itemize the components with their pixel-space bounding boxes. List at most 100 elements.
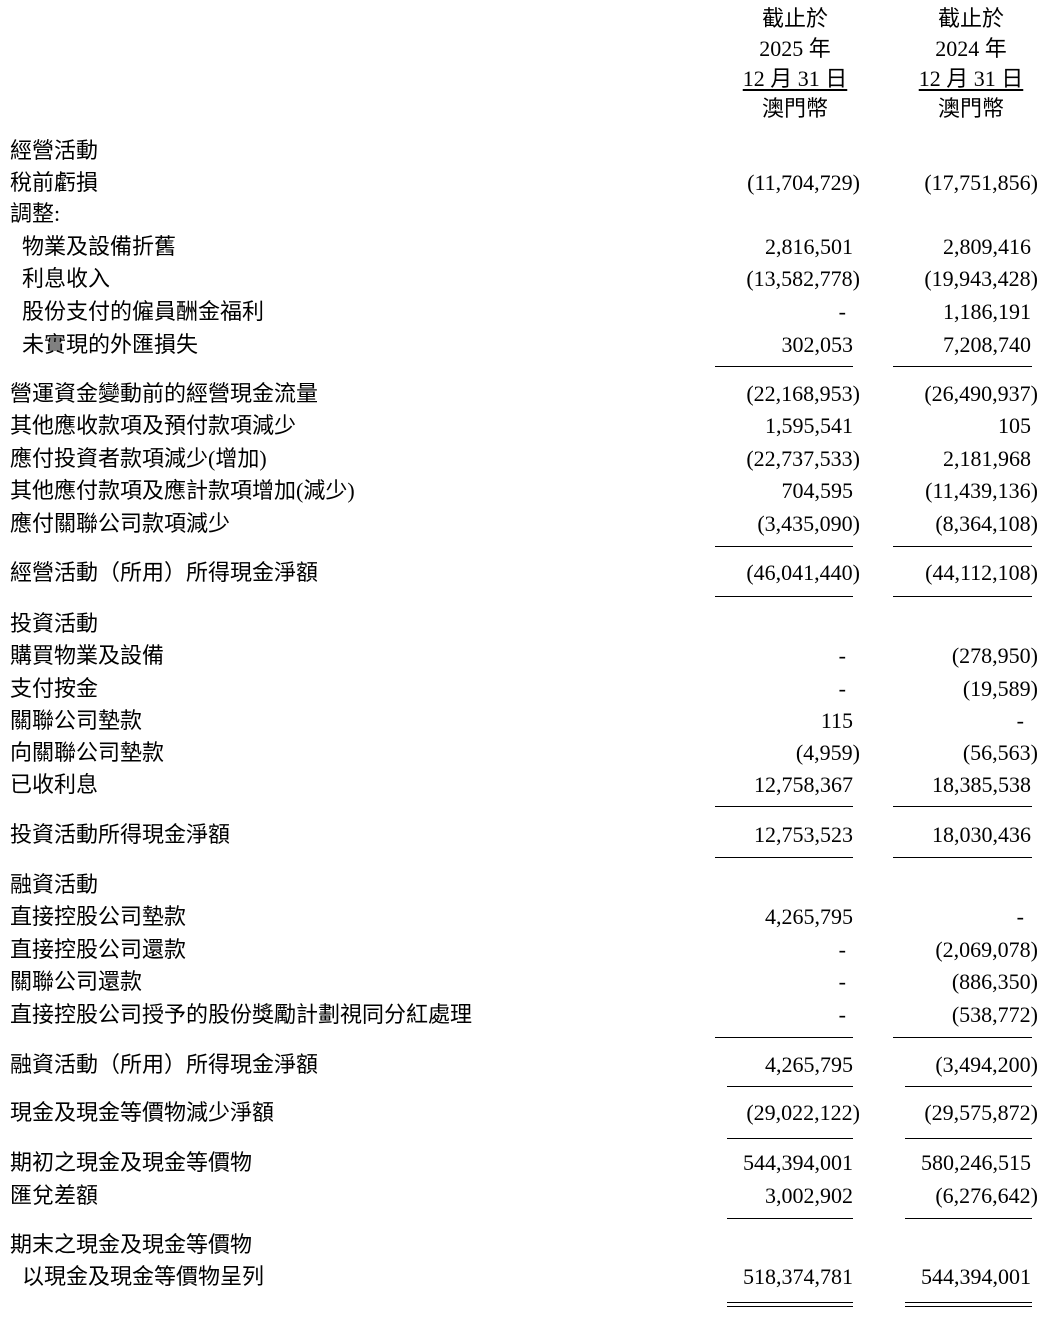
value-2025: - bbox=[838, 937, 846, 962]
row-label: 直接控股公司還款 bbox=[10, 937, 187, 962]
total-rule bbox=[715, 366, 853, 367]
total-rule bbox=[905, 1306, 1032, 1307]
total-rule bbox=[893, 857, 1032, 858]
total-rule bbox=[727, 1306, 853, 1307]
row-label: 其他應收款項及預付款項減少 bbox=[10, 413, 297, 438]
value-2025: 2,816,501 bbox=[765, 234, 853, 259]
total-rule bbox=[905, 1218, 1032, 1219]
value-2024: (2,069,078) bbox=[935, 937, 1038, 962]
header-year: 2025 年 bbox=[759, 36, 831, 61]
column-header-2024: 截止於 2024 年 12 月 31 日 澳門幣 bbox=[891, 4, 1042, 124]
total-rule bbox=[893, 1037, 1032, 1038]
row-label: 稅前虧損 bbox=[10, 170, 99, 195]
row-label: 營運資金變動前的經營現金流量 bbox=[10, 381, 319, 406]
value-2025: 302,053 bbox=[781, 332, 854, 357]
value-2025: 704,595 bbox=[781, 478, 854, 503]
row-label: 期初之現金及現金等價物 bbox=[10, 1150, 253, 1175]
value-2025: 1,595,541 bbox=[765, 413, 853, 438]
row-label: 其他應付款項及應計款項增加(減少) bbox=[10, 478, 355, 503]
value-2025: (22,168,953) bbox=[746, 381, 860, 406]
total-rule bbox=[715, 546, 853, 547]
row-label: 直接控股公司授予的股份獎勵計劃視同分紅處理 bbox=[10, 1002, 473, 1027]
header-year: 2024 年 bbox=[935, 36, 1007, 61]
value-2024: 7,208,740 bbox=[943, 332, 1031, 357]
row-label: 物業及設備折舊 bbox=[22, 234, 177, 259]
value-2024: (278,950) bbox=[951, 643, 1038, 668]
total-rule bbox=[893, 366, 1032, 367]
total-rule bbox=[727, 1086, 853, 1087]
value-2024: (11,439,136) bbox=[925, 478, 1038, 503]
value-2024: 105 bbox=[998, 413, 1031, 438]
row-label: 應付關聯公司款項減少 bbox=[10, 511, 231, 536]
column-header-2025: 截止於 2025 年 12 月 31 日 澳門幣 bbox=[715, 4, 875, 124]
value-2025: 518,374,781 bbox=[743, 1264, 853, 1289]
header-currency: 澳門幣 bbox=[937, 96, 1004, 121]
value-2025: - bbox=[838, 299, 846, 324]
row-label: 已收利息 bbox=[10, 772, 99, 797]
total-rule bbox=[905, 1138, 1032, 1139]
total-rule bbox=[727, 1138, 853, 1139]
value-2025: 544,394,001 bbox=[743, 1150, 853, 1175]
value-2025: (22,737,533) bbox=[746, 446, 860, 471]
value-2025: (46,041,440) bbox=[746, 560, 860, 585]
value-2025: 115 bbox=[820, 708, 853, 733]
row-label: 直接控股公司墊款 bbox=[10, 904, 187, 929]
row-label: 現金及現金等價物減少淨額 bbox=[10, 1100, 275, 1125]
value-2024: (19,943,428) bbox=[924, 266, 1038, 291]
value-2024: (56,563) bbox=[962, 740, 1038, 765]
row-label: 融資活動 bbox=[10, 872, 99, 897]
value-2024: (538,772) bbox=[951, 1002, 1038, 1027]
total-rule bbox=[893, 546, 1032, 547]
row-label: 匯兌差額 bbox=[10, 1183, 99, 1208]
row-label: 股份支付的僱員酬金福利 bbox=[22, 299, 265, 324]
total-rule bbox=[893, 806, 1032, 807]
value-2025: 3,002,902 bbox=[765, 1183, 853, 1208]
value-2025: - bbox=[838, 969, 846, 994]
row-label: 應付投資者款項減少(增加) bbox=[10, 446, 267, 471]
value-2024: - bbox=[1016, 904, 1024, 929]
total-rule bbox=[893, 596, 1032, 597]
row-label: 支付按金 bbox=[10, 676, 99, 701]
header-date: 12 月 31 日 bbox=[742, 66, 848, 91]
row-label: 經營活動 bbox=[10, 138, 99, 163]
row-label: 調整: bbox=[10, 201, 61, 226]
value-2024: (17,751,856) bbox=[924, 170, 1038, 195]
value-2024: 2,809,416 bbox=[943, 234, 1031, 259]
value-2024: (26,490,937) bbox=[924, 381, 1038, 406]
value-2025: (3,435,090) bbox=[757, 511, 860, 536]
value-2024: (19,589) bbox=[962, 676, 1038, 701]
header-line: 截止於 bbox=[937, 6, 1004, 31]
total-rule bbox=[905, 1086, 1032, 1087]
value-2024: (6,276,642) bbox=[935, 1183, 1038, 1208]
row-label: 融資活動（所用）所得現金淨額 bbox=[10, 1052, 319, 1077]
total-rule bbox=[715, 806, 853, 807]
row-label: 期末之現金及現金等價物 bbox=[10, 1232, 253, 1257]
header-currency: 澳門幣 bbox=[761, 96, 828, 121]
value-2024: 1,186,191 bbox=[943, 299, 1031, 324]
row-label: 關聯公司墊款 bbox=[10, 708, 143, 733]
total-rule bbox=[905, 1302, 1032, 1303]
total-rule bbox=[715, 596, 853, 597]
row-label: 經營活動（所用）所得現金淨額 bbox=[10, 560, 319, 585]
total-rule bbox=[727, 1218, 853, 1219]
value-2024: (8,364,108) bbox=[935, 511, 1038, 536]
row-label: 以現金及現金等價物呈列 bbox=[22, 1264, 265, 1289]
row-label: 向關聯公司墊款 bbox=[10, 740, 165, 765]
value-2025: 12,753,523 bbox=[754, 822, 853, 847]
value-2024: 580,246,515 bbox=[921, 1150, 1031, 1175]
value-2024: 544,394,001 bbox=[921, 1264, 1031, 1289]
total-rule bbox=[727, 1302, 853, 1303]
value-2024: (29,575,872) bbox=[924, 1100, 1038, 1125]
value-2025: 4,265,795 bbox=[765, 1052, 853, 1077]
value-2024: (886,350) bbox=[951, 969, 1038, 994]
value-2025: (4,959) bbox=[795, 740, 860, 765]
row-label: 購買物業及設備 bbox=[10, 643, 165, 668]
header-line: 截止於 bbox=[761, 6, 828, 31]
value-2025: (29,022,122) bbox=[746, 1100, 860, 1125]
value-2024: (44,112,108) bbox=[925, 560, 1038, 585]
value-2025: - bbox=[838, 676, 846, 701]
value-2024: (3,494,200) bbox=[935, 1052, 1038, 1077]
value-2024: 18,385,538 bbox=[932, 772, 1031, 797]
value-2025: (13,582,778) bbox=[746, 266, 860, 291]
row-label: 關聯公司還款 bbox=[10, 969, 143, 994]
